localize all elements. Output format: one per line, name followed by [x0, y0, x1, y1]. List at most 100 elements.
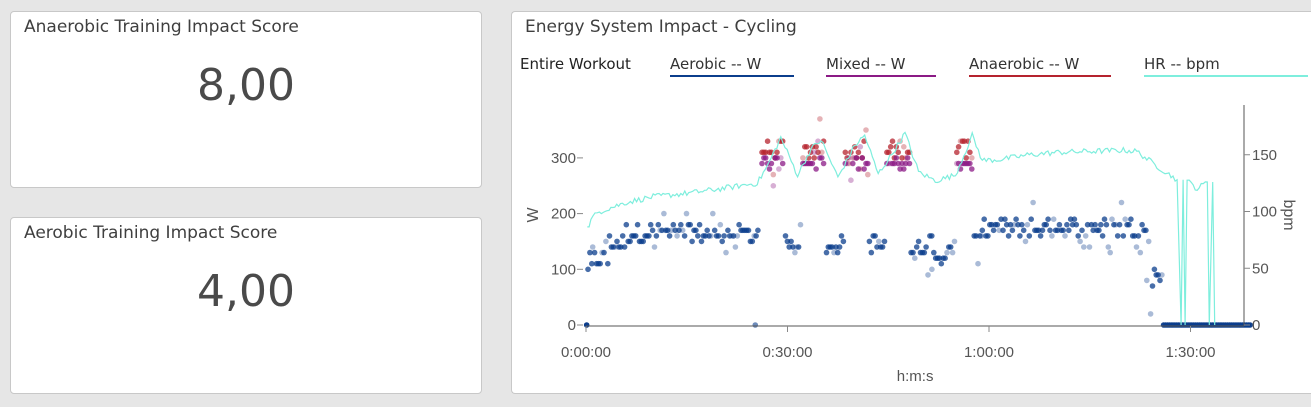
legend-item-aerobic[interactable]: Aerobic -- W	[670, 55, 794, 77]
data-point-aerobic	[985, 233, 991, 239]
data-point-mixed	[813, 166, 819, 172]
data-point-aerobic	[1028, 216, 1034, 222]
data-point-anaerobic	[954, 149, 960, 156]
legend-item-hr[interactable]: HR -- bpm	[1144, 55, 1308, 77]
legend-swatch	[1144, 75, 1308, 77]
data-point-aerobic	[695, 233, 701, 239]
data-point-aerobic	[1002, 216, 1008, 222]
data-point-aerobic	[872, 233, 878, 239]
data-point-aerobic	[587, 249, 593, 256]
legend-title: Entire Workout	[520, 55, 631, 75]
data-point-aerobic	[752, 322, 759, 328]
data-point-aerobic	[1043, 221, 1049, 228]
data-point-aerobic	[583, 322, 590, 328]
data-point-aerobic	[1022, 238, 1029, 245]
legend-label: Aerobic -- W	[670, 55, 762, 73]
data-point-aerobic	[1062, 233, 1068, 239]
data-point-aerobic	[1079, 227, 1085, 234]
data-point-aerobic	[990, 227, 997, 234]
data-point-aerobic	[881, 238, 888, 245]
data-point-aerobic	[866, 238, 873, 245]
data-point-aerobic	[1098, 221, 1104, 228]
data-point-aerobic	[679, 227, 686, 234]
data-point-aerobic	[913, 244, 920, 250]
data-point-mixed	[820, 160, 827, 167]
data-point-aerobic	[664, 227, 671, 234]
data-point-aerobic	[929, 266, 935, 273]
data-point-aerobic	[1096, 227, 1102, 234]
x-tick-label: 1:00:00	[964, 344, 1014, 361]
data-point-aerobic	[696, 221, 703, 228]
data-point-aerobic	[589, 244, 596, 250]
legend-item-mixed[interactable]: Mixed -- W	[826, 55, 936, 77]
data-point-aerobic	[681, 233, 688, 239]
data-point-aerobic	[1159, 272, 1165, 278]
data-point-aerobic	[1071, 216, 1078, 222]
data-point-mixed	[857, 144, 864, 150]
data-point-anaerobic	[815, 149, 821, 156]
data-point-aerobic	[1128, 216, 1134, 222]
data-point-aerobic	[1013, 216, 1019, 222]
data-point-aerobic	[1037, 233, 1044, 239]
legend-label: Anaerobic -- W	[969, 55, 1080, 73]
data-point-aerobic	[676, 227, 682, 234]
data-point-aerobic	[755, 227, 761, 234]
data-point-aerobic	[947, 244, 954, 250]
data-point-aerobic	[623, 221, 630, 228]
data-point-aerobic	[1092, 221, 1098, 228]
data-point-aerobic	[1143, 227, 1149, 234]
data-point-aerobic	[912, 255, 918, 261]
x-tick-label: 0:00:00	[561, 344, 611, 361]
data-point-aerobic	[670, 221, 677, 228]
data-point-aerobic	[944, 249, 950, 256]
data-point-aerobic	[836, 244, 843, 250]
data-point-aerobic	[1126, 221, 1132, 228]
data-point-aerobic	[605, 260, 611, 267]
data-point-aerobic	[1109, 216, 1115, 222]
data-point-anaerobic	[842, 149, 849, 156]
data-point-aerobic	[640, 238, 646, 245]
data-point-anaerobic	[963, 155, 969, 161]
legend-item-anaerobic[interactable]: Anaerobic -- W	[969, 55, 1111, 77]
data-point-aerobic	[1073, 221, 1080, 228]
data-point-aerobic	[979, 227, 986, 234]
data-point-aerobic	[925, 272, 931, 278]
data-point-aerobic	[788, 238, 794, 245]
data-point-mixed	[861, 166, 867, 172]
data-point-aerobic	[745, 227, 752, 234]
data-point-aerobic	[1099, 233, 1106, 239]
data-point-aerobic	[1111, 221, 1117, 228]
data-point-aerobic	[1082, 233, 1089, 239]
data-point-aerobic	[1077, 238, 1083, 245]
data-point-anaerobic	[895, 149, 901, 156]
data-point-aerobic	[627, 238, 633, 245]
data-point-aerobic	[978, 233, 985, 239]
data-point-aerobic	[721, 233, 727, 239]
data-point-mixed	[774, 155, 780, 161]
data-point-aerobic	[666, 233, 673, 239]
data-point-aerobic	[683, 210, 690, 217]
x-tick-label: 0:30:00	[762, 344, 812, 361]
legend-swatch	[969, 75, 1111, 77]
data-point-aerobic	[1086, 244, 1093, 250]
legend-label: HR -- bpm	[1144, 55, 1220, 73]
data-point-anaerobic	[865, 171, 871, 178]
data-point-aerobic	[734, 233, 741, 239]
data-point-aerobic	[689, 238, 695, 245]
y-axis-title: W	[525, 207, 542, 223]
data-point-aerobic	[614, 238, 620, 245]
data-point-aerobic	[1120, 233, 1127, 239]
data-point-aerobic	[732, 244, 739, 250]
data-point-aerobic	[1139, 221, 1145, 228]
data-point-anaerobic	[764, 138, 771, 144]
x-tick-label: 1:30:00	[1165, 344, 1215, 361]
data-point-aerobic	[1145, 238, 1152, 245]
data-point-aerobic	[942, 255, 948, 261]
data-point-aerobic	[678, 221, 684, 228]
data-point-aerobic	[921, 249, 928, 256]
data-point-anaerobic	[967, 149, 973, 156]
data-point-anaerobic	[855, 149, 862, 156]
data-point-aerobic	[597, 260, 603, 267]
legend-label: Mixed -- W	[826, 55, 906, 73]
x-axis-title: h:m:s	[897, 368, 934, 385]
